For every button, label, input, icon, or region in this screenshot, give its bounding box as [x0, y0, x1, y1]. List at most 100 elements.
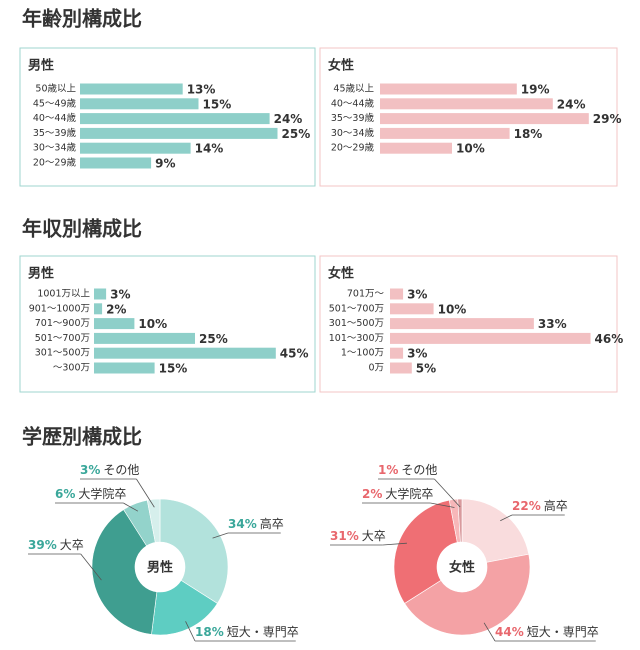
value-label: 13%: [187, 83, 216, 97]
category-label: 30〜34歳: [33, 142, 77, 154]
bar: [380, 98, 553, 110]
slice-category: 短大・専門卒: [227, 625, 299, 639]
slice-label: 2% 大学院卒: [362, 486, 433, 501]
value-label: 25%: [282, 127, 311, 141]
slice-percent: 22%: [512, 499, 541, 513]
category-label: 901〜1000万: [29, 303, 90, 314]
bar: [94, 318, 135, 330]
leader-line: [382, 542, 407, 546]
bar: [80, 83, 183, 95]
category-label: 45〜49歳: [33, 97, 77, 109]
section-title: 年収別構成比: [22, 217, 142, 241]
panel: [319, 255, 618, 393]
panel-title: 女性: [328, 58, 354, 74]
value-label: 10%: [456, 142, 485, 156]
bar: [390, 288, 404, 300]
leader-line: [123, 502, 139, 512]
slice-category: 大学院卒: [78, 486, 126, 501]
bar: [380, 142, 452, 154]
value-label: 24%: [274, 112, 303, 126]
slice-label: 34% 高卒: [228, 516, 284, 531]
slice-percent: 3%: [80, 463, 100, 477]
value-label: 5%: [416, 362, 436, 376]
slice-label: 31% 大卒: [330, 529, 386, 543]
leader-line: [430, 502, 455, 508]
slice-category: 大学院卒: [385, 486, 433, 501]
category-label: 101〜300万: [329, 333, 384, 344]
value-label: 33%: [538, 317, 567, 331]
slice-percent: 31%: [330, 529, 359, 543]
value-label: 15%: [159, 362, 188, 376]
leader-line: [185, 621, 196, 642]
slice-percent: 1%: [378, 463, 398, 477]
slice-label: 39% 大卒: [28, 538, 84, 552]
bar: [94, 347, 276, 359]
panel: [19, 47, 316, 187]
category-label: 0万: [368, 363, 384, 374]
category-label: 40〜44歳: [331, 97, 375, 109]
slice-label: 6% 大学院卒: [55, 486, 126, 501]
panel-title: 男性: [28, 58, 54, 74]
category-label: 1001万以上: [37, 289, 90, 300]
slice-label: 18% 短大・専門卒: [195, 625, 299, 639]
value-label: 19%: [521, 83, 550, 97]
slice-category: その他: [401, 463, 437, 477]
category-label: 20〜29歳: [33, 157, 77, 169]
leader-line: [483, 622, 496, 642]
leader-line: [500, 514, 513, 522]
donut-center: [437, 542, 487, 592]
bar: [80, 113, 270, 125]
category-label: 701〜900万: [35, 318, 90, 329]
value-label: 29%: [593, 112, 622, 126]
panel: [319, 47, 618, 187]
value-label: 14%: [195, 142, 224, 156]
panel-title: 女性: [328, 266, 354, 282]
slice-label: 3% その他: [80, 463, 139, 477]
slice-percent: 44%: [495, 625, 524, 639]
slice-category: 高卒: [544, 498, 568, 513]
slice-percent: 2%: [362, 487, 382, 501]
center-label: 男性: [147, 560, 173, 576]
slice-category: その他: [103, 463, 139, 477]
bar: [94, 362, 155, 374]
slice-category: 大卒: [362, 529, 386, 543]
value-label: 18%: [514, 127, 543, 141]
value-label: 15%: [203, 97, 232, 111]
bar: [80, 142, 191, 154]
bar: [94, 288, 107, 300]
value-label: 46%: [595, 332, 624, 346]
section-title: 年齢別構成比: [22, 7, 142, 31]
category-label: 50歳以上: [35, 83, 76, 95]
value-label: 2%: [106, 302, 126, 316]
slice-percent: 39%: [28, 538, 57, 552]
leader-line: [434, 478, 461, 508]
slice-percent: 34%: [228, 517, 257, 531]
category-label: 20〜29歳: [331, 142, 375, 154]
bar: [94, 332, 195, 344]
bar: [80, 127, 278, 139]
slice-category: 短大・専門卒: [527, 625, 599, 639]
leader-line: [80, 553, 102, 581]
category-label: 30〜34歳: [331, 127, 375, 139]
value-label: 3%: [110, 288, 130, 302]
bar: [390, 303, 434, 315]
category-label: 301〜500万: [35, 348, 90, 359]
leader-line: [136, 478, 155, 508]
slice-label: 1% その他: [378, 463, 437, 477]
category-label: 35〜39歳: [33, 127, 77, 139]
bar: [80, 98, 199, 110]
category-label: 〜300万: [53, 363, 90, 374]
value-label: 45%: [280, 347, 309, 361]
slice-percent: 6%: [55, 487, 75, 501]
bar: [380, 113, 589, 125]
bar: [94, 303, 103, 315]
category-label: 35〜39歳: [331, 112, 375, 124]
category-label: 501〜700万: [329, 303, 384, 314]
bar: [390, 362, 412, 374]
category-label: 301〜500万: [329, 318, 384, 329]
panel-title: 男性: [28, 266, 54, 282]
panel: [19, 255, 316, 393]
donut-center: [135, 542, 185, 592]
